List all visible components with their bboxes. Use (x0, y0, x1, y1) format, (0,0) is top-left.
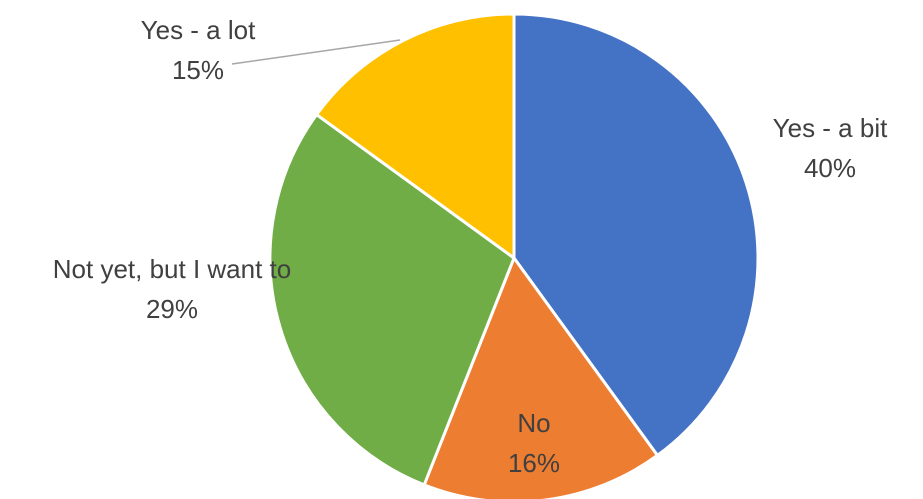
data-label-value: 15% (172, 55, 224, 85)
data-label-no: No 16% (508, 408, 560, 478)
slices-layer (268, 12, 760, 499)
data-label-category: Not yet, but I want to (53, 254, 291, 284)
pie-slice-not-yet-but-i-want-to (268, 113, 516, 487)
data-label-category: Yes - a lot (141, 15, 256, 45)
data-label-yes-a-bit: Yes - a bit 40% (773, 113, 888, 183)
leader-line (231, 39, 401, 65)
data-label-value: 29% (146, 294, 198, 324)
data-label-not-yet-but-i-want-to: Not yet, but I want to 29% (53, 254, 291, 324)
pie-slice-yes-a-bit (512, 12, 760, 457)
pie-slice-yes-a-lot (315, 12, 516, 260)
data-label-category: No (517, 408, 550, 438)
leader-lines-layer (231, 39, 401, 65)
data-label-yes-a-lot: Yes - a lot 15% (141, 15, 256, 85)
data-label-value: 16% (508, 448, 560, 478)
data-labels-layer: Yes - a bit 40% No 16% Not yet, but I want t… (53, 15, 888, 478)
pie-slice-no (422, 256, 659, 499)
data-label-value: 40% (804, 153, 856, 183)
data-label-category: Yes - a bit (773, 113, 888, 143)
